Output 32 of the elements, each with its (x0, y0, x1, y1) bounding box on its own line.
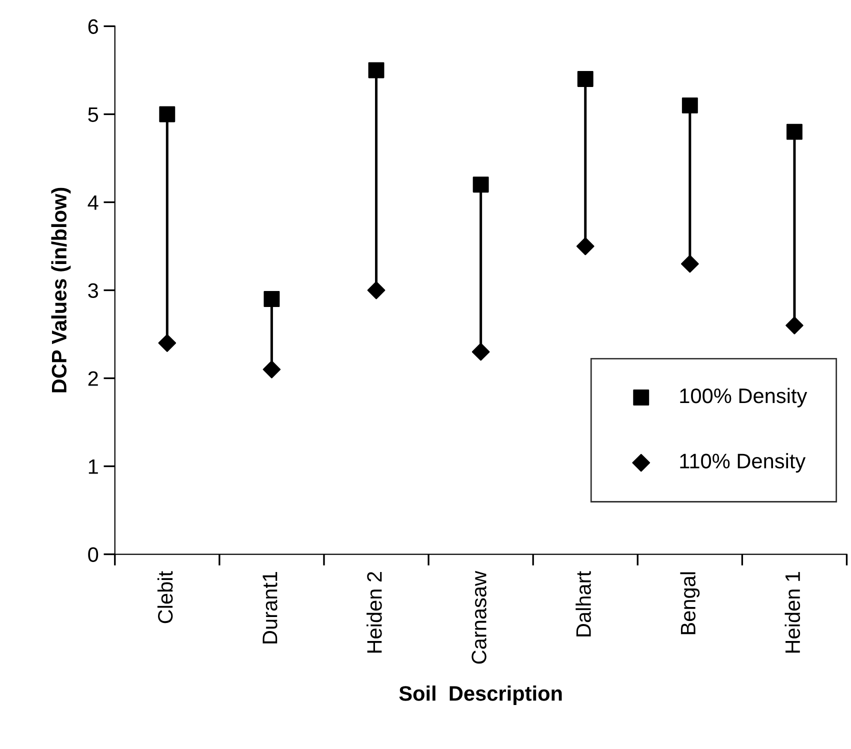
point (786, 316, 804, 334)
y-tick-label: 1 (88, 459, 98, 474)
x-tick-label: Clebit (157, 571, 173, 624)
point (786, 124, 802, 140)
point (159, 106, 176, 122)
y-tick-label: 4 (88, 195, 98, 210)
x-tick-label: Dalhart (576, 571, 591, 636)
point (367, 281, 386, 300)
point (472, 176, 489, 193)
y-tick-label: 6 (88, 19, 98, 34)
x-axis-title: Soil Description (399, 686, 562, 705)
point (368, 62, 384, 78)
x-tick-label: Heiden 2 (366, 572, 382, 653)
y-tick-label: 2 (88, 371, 98, 386)
point (681, 254, 699, 273)
legend-label: 110% Density (680, 453, 806, 473)
point (264, 291, 280, 308)
point (472, 342, 490, 361)
y-axis-title: DCP Values (in/blow) (51, 188, 71, 392)
legend-label: 100% Density (680, 388, 808, 408)
y-tick-label: 0 (88, 547, 98, 562)
x-tick-label: Bengal (680, 572, 700, 634)
y-tick-label: 5 (88, 107, 98, 122)
point (262, 360, 281, 378)
point (682, 97, 698, 114)
x-tick-label: Carnasaw (472, 570, 486, 664)
point (576, 237, 594, 256)
y-tick-label: 3 (88, 283, 98, 298)
x-tick-label: Durant1 (262, 572, 278, 644)
point (158, 334, 176, 352)
point (577, 71, 594, 87)
x-tick-label: Heiden 1 (784, 572, 800, 653)
